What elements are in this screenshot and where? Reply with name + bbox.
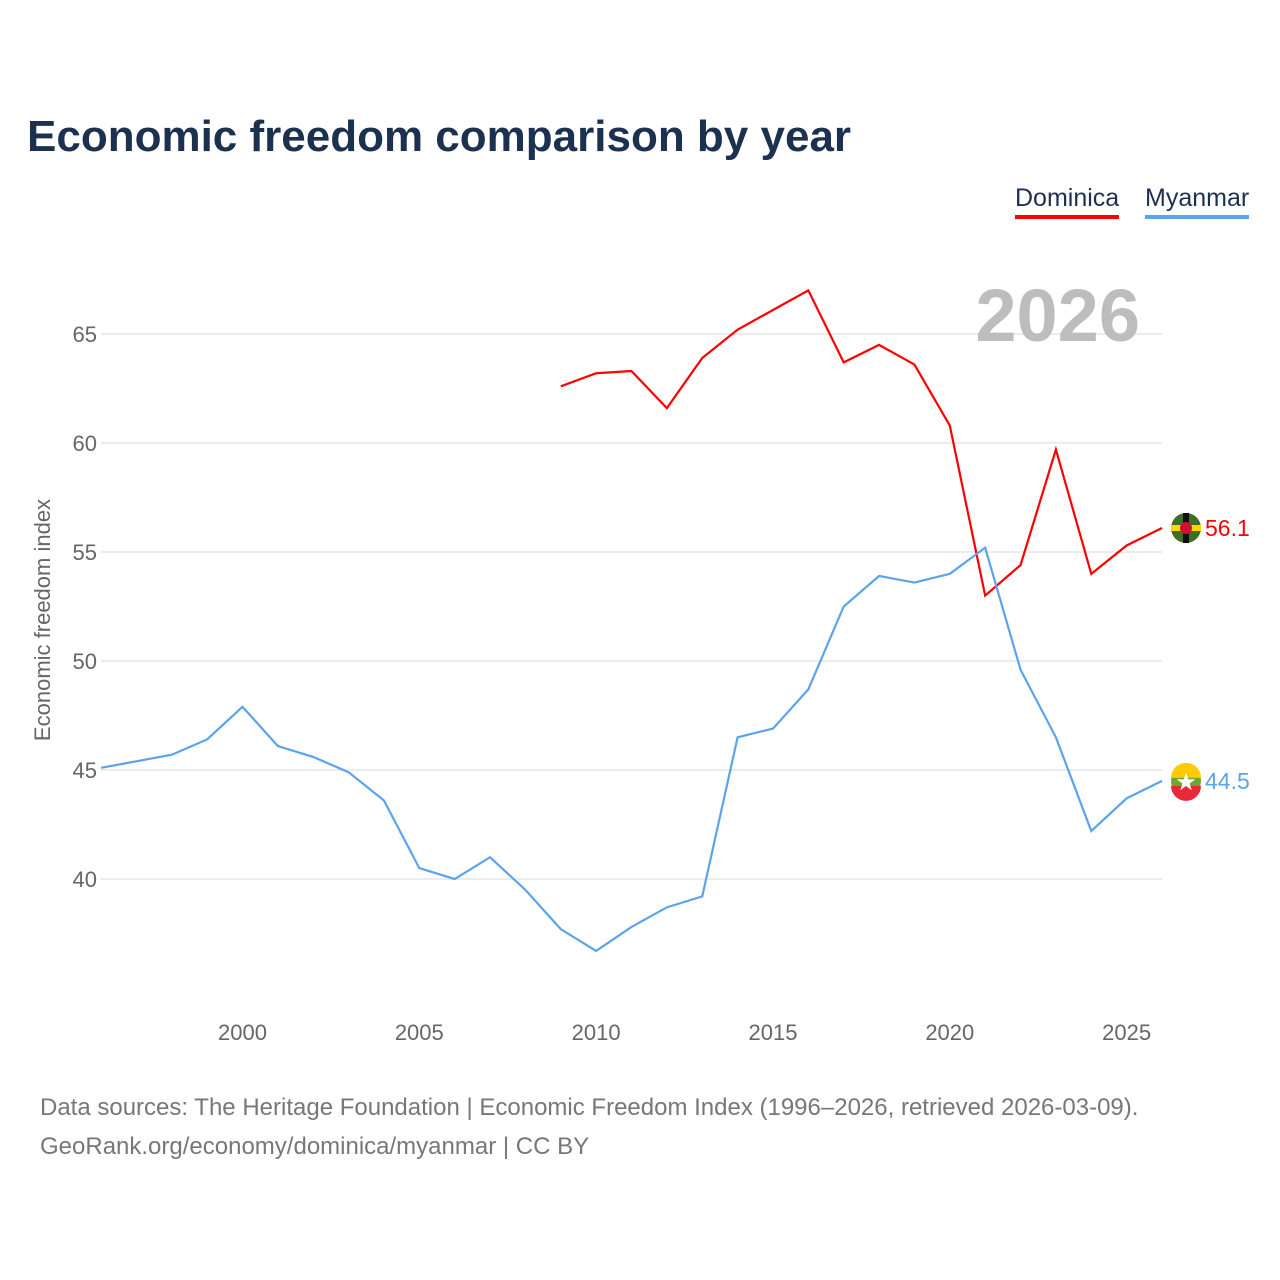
flag-stripe — [1171, 785, 1201, 801]
y-tick-label: 45 — [73, 758, 97, 783]
y-tick-label: 55 — [73, 540, 97, 565]
flag-disc — [1180, 522, 1192, 535]
x-tick-label: 2000 — [218, 1020, 267, 1045]
source-note: Data sources: The Heritage Foundation | … — [40, 1088, 1138, 1166]
x-tick-label: 2010 — [572, 1020, 621, 1045]
x-tick-label: 2020 — [925, 1020, 974, 1045]
x-tick-label: 2015 — [748, 1020, 797, 1045]
y-tick-label: 50 — [73, 649, 97, 674]
y-tick-label: 40 — [73, 867, 97, 892]
source-line-2: GeoRank.org/economy/dominica/myanmar | C… — [40, 1133, 590, 1160]
year-watermark: 2026 — [975, 274, 1140, 357]
end-value-label: 56.1 — [1205, 515, 1250, 541]
chart-title: Economic freedom comparison by year — [27, 112, 852, 161]
source-line-1: Data sources: The Heritage Foundation | … — [40, 1094, 1139, 1121]
legend-dominica[interactable]: Dominica — [1015, 184, 1120, 219]
end-value-label: 44.5 — [1205, 768, 1250, 794]
y-tick-label: 65 — [73, 322, 97, 347]
series-line-dominica — [560, 288, 1163, 598]
y-axis-label: Economic freedom index — [30, 499, 55, 741]
flag-stripe — [1171, 762, 1201, 778]
flag-star: ★ — [1175, 769, 1197, 796]
series-line-myanmar — [100, 545, 1163, 953]
x-tick-label: 2005 — [395, 1020, 444, 1045]
legend-myanmar[interactable]: Myanmar — [1145, 184, 1250, 219]
y-tick-label: 60 — [73, 431, 97, 456]
x-tick-label: 2025 — [1102, 1020, 1151, 1045]
